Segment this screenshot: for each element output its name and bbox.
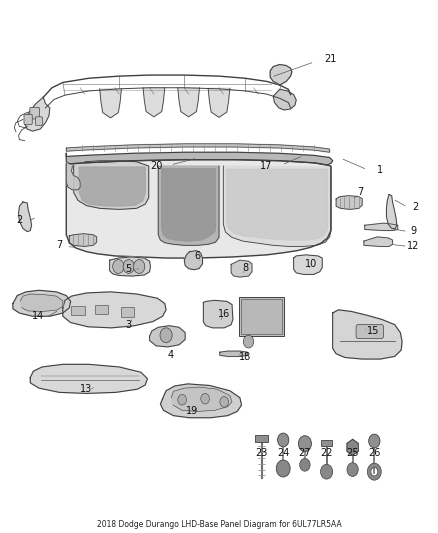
Polygon shape <box>100 89 121 118</box>
Polygon shape <box>208 88 230 117</box>
Polygon shape <box>273 90 296 110</box>
Circle shape <box>134 260 145 273</box>
Polygon shape <box>386 195 397 229</box>
Polygon shape <box>150 326 185 347</box>
Polygon shape <box>66 144 330 152</box>
Circle shape <box>276 460 290 477</box>
Text: 3: 3 <box>126 320 132 330</box>
Polygon shape <box>365 223 398 231</box>
Text: 24: 24 <box>277 448 290 458</box>
Circle shape <box>347 463 358 477</box>
Bar <box>239 297 284 336</box>
Polygon shape <box>18 202 32 232</box>
FancyBboxPatch shape <box>24 115 32 125</box>
Polygon shape <box>158 166 219 245</box>
Polygon shape <box>293 255 322 274</box>
Polygon shape <box>79 167 145 206</box>
Polygon shape <box>143 88 165 117</box>
Circle shape <box>369 434 380 448</box>
Polygon shape <box>364 237 392 246</box>
Wedge shape <box>367 463 381 480</box>
Text: 26: 26 <box>368 448 381 458</box>
Bar <box>321 440 332 446</box>
Circle shape <box>160 328 172 343</box>
Polygon shape <box>30 365 148 393</box>
Bar <box>121 307 134 317</box>
Polygon shape <box>66 164 80 190</box>
Text: 6: 6 <box>194 252 200 262</box>
Polygon shape <box>66 152 333 165</box>
Polygon shape <box>25 98 50 131</box>
Polygon shape <box>69 233 97 246</box>
Polygon shape <box>66 160 331 258</box>
Text: 12: 12 <box>407 241 420 252</box>
Circle shape <box>300 458 310 471</box>
Polygon shape <box>336 196 362 209</box>
Text: 7: 7 <box>56 240 63 251</box>
Text: 2018 Dodge Durango LHD-Base Panel Diagram for 6UL77LR5AA: 2018 Dodge Durango LHD-Base Panel Diagra… <box>97 520 341 529</box>
Polygon shape <box>220 351 247 357</box>
Polygon shape <box>184 251 202 270</box>
Polygon shape <box>227 169 328 240</box>
Text: 1: 1 <box>377 165 383 175</box>
Circle shape <box>220 397 229 407</box>
Bar <box>71 305 85 315</box>
Polygon shape <box>63 292 166 328</box>
Text: 17: 17 <box>260 161 272 171</box>
Text: 2: 2 <box>412 202 418 212</box>
Circle shape <box>278 433 289 447</box>
Circle shape <box>123 260 134 273</box>
Text: 19: 19 <box>186 406 198 416</box>
Text: 21: 21 <box>325 54 337 63</box>
Polygon shape <box>74 161 149 209</box>
Text: 5: 5 <box>126 264 132 274</box>
Polygon shape <box>178 88 199 117</box>
Circle shape <box>243 335 254 348</box>
Polygon shape <box>110 257 151 276</box>
Polygon shape <box>13 290 71 316</box>
Text: 9: 9 <box>410 225 417 236</box>
Polygon shape <box>270 64 292 85</box>
FancyBboxPatch shape <box>30 107 39 119</box>
Text: 23: 23 <box>255 448 268 458</box>
FancyBboxPatch shape <box>356 325 383 338</box>
Bar <box>241 300 282 334</box>
Polygon shape <box>160 384 242 418</box>
Bar <box>255 435 268 442</box>
Text: 4: 4 <box>167 350 173 360</box>
Text: 14: 14 <box>32 311 44 321</box>
Text: 20: 20 <box>150 161 162 171</box>
Polygon shape <box>231 260 252 277</box>
Circle shape <box>113 260 124 273</box>
Polygon shape <box>203 300 233 328</box>
Circle shape <box>201 393 209 404</box>
Polygon shape <box>333 310 402 359</box>
Polygon shape <box>162 168 215 241</box>
Polygon shape <box>171 387 232 411</box>
Text: 18: 18 <box>239 352 251 362</box>
Circle shape <box>178 394 187 405</box>
Text: 16: 16 <box>218 309 230 319</box>
Text: 22: 22 <box>320 448 333 458</box>
Bar <box>95 304 108 314</box>
Circle shape <box>298 435 311 451</box>
Text: 10: 10 <box>305 259 317 269</box>
Polygon shape <box>223 166 331 246</box>
Text: 7: 7 <box>357 188 363 197</box>
Circle shape <box>321 464 333 479</box>
Text: 13: 13 <box>80 384 92 394</box>
Text: 2: 2 <box>16 215 23 225</box>
FancyBboxPatch shape <box>35 117 42 125</box>
Text: 27: 27 <box>299 448 311 458</box>
Text: 25: 25 <box>346 448 359 458</box>
Text: 15: 15 <box>367 326 380 336</box>
Polygon shape <box>20 294 63 311</box>
Text: 8: 8 <box>243 263 249 273</box>
Polygon shape <box>347 439 358 455</box>
